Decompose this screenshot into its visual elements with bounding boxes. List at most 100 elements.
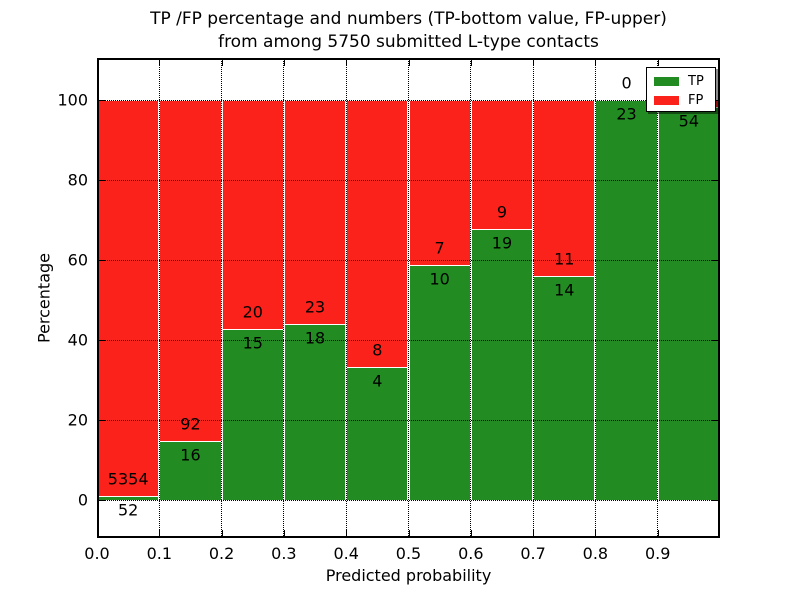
- x-tick-label: 0.7: [520, 544, 546, 563]
- y-tick-mark: [99, 100, 105, 101]
- gridline-vertical: [345, 58, 347, 538]
- bar-tp-segment: [346, 366, 409, 500]
- x-tick-mark: [470, 60, 472, 66]
- bar-fp-segment: [470, 100, 534, 229]
- x-tick-label: 0.0: [84, 544, 110, 563]
- gridline-vertical: [532, 58, 534, 538]
- x-tick-mark: [283, 60, 285, 66]
- y-tick-mark: [712, 500, 718, 501]
- x-tick-mark: [719, 60, 720, 66]
- y-tick-label: 20: [67, 410, 88, 430]
- x-tick-mark: [595, 60, 597, 66]
- gridline-vertical: [283, 58, 285, 538]
- tp-count-label: 54: [678, 111, 700, 131]
- bar-fp-segment: [533, 100, 596, 276]
- y-tick-mark: [712, 180, 718, 181]
- tp-count-label: 4: [372, 371, 383, 391]
- plot-area: 535452921620152318847109191114023154 TP …: [97, 58, 720, 538]
- gridline-vertical: [470, 58, 472, 538]
- bar-tp-segment: [470, 228, 534, 500]
- legend-row-tp: TP: [654, 74, 708, 88]
- gridline-horizontal: [97, 500, 720, 501]
- gridline-horizontal: [97, 180, 720, 181]
- x-tick-mark: [408, 530, 410, 536]
- gridline-horizontal: [97, 420, 720, 421]
- x-tick-mark: [346, 60, 348, 66]
- y-tick-label: 0: [77, 490, 88, 510]
- chart-title-line1: TP /FP percentage and numbers (TP-bottom…: [150, 9, 667, 29]
- gridline-vertical: [158, 58, 160, 538]
- bar-fp-segment: [408, 100, 471, 265]
- x-tick-mark: [533, 60, 535, 66]
- bar-tp-segment: [595, 100, 658, 500]
- tp-count-label: 19: [491, 233, 513, 253]
- bar-tp-segment: [408, 264, 471, 500]
- x-tick-mark: [408, 60, 410, 66]
- bar-fp-segment: [283, 100, 347, 325]
- x-tick-label: 0.9: [644, 544, 671, 563]
- tp-count-label: 16: [180, 445, 201, 465]
- x-tick-mark: [470, 530, 472, 536]
- bar-tp-segment: [159, 440, 222, 500]
- x-tick-mark: [221, 530, 223, 536]
- gridline-horizontal: [97, 340, 720, 341]
- y-tick-mark: [99, 420, 105, 421]
- x-tick-mark: [657, 60, 659, 66]
- x-tick-mark: [159, 60, 161, 66]
- fp-count-label: 7: [434, 238, 445, 258]
- x-tick-mark: [533, 530, 535, 536]
- bar-tp-segment: [283, 324, 347, 500]
- fp-count-label: 92: [180, 414, 201, 434]
- y-axis-title: Percentage: [34, 252, 54, 344]
- fp-count-label: 5354: [107, 469, 149, 489]
- bar-fp-segment: [221, 100, 284, 329]
- tp-count-label: 15: [242, 333, 263, 353]
- fp-count-label: 8: [372, 340, 383, 360]
- x-tick-mark: [283, 530, 285, 536]
- chart-title: TP /FP percentage and numbers (TP-bottom…: [97, 8, 720, 54]
- x-tick-mark: [221, 60, 223, 66]
- x-tick-mark: [97, 60, 98, 66]
- bar-fp-segment: [346, 100, 409, 367]
- x-tick-mark: [159, 530, 161, 536]
- tp-count-label: 23: [616, 104, 637, 124]
- y-tick-mark: [712, 260, 718, 261]
- tp-count-label: 10: [429, 269, 450, 289]
- y-tick-label: 60: [67, 250, 88, 270]
- bar-fp-segment: [97, 100, 160, 497]
- tp-count-label: 18: [304, 328, 326, 348]
- fp-count-label: 9: [496, 202, 508, 222]
- legend-swatch-tp-icon: [654, 76, 679, 86]
- gridline-vertical: [657, 58, 659, 538]
- gridline-vertical: [594, 58, 596, 538]
- fp-count-label: 11: [554, 249, 575, 269]
- y-tick-mark: [99, 260, 105, 261]
- y-tick-mark: [99, 340, 105, 341]
- y-tick-label: 80: [67, 170, 88, 190]
- x-tick-mark: [657, 530, 659, 536]
- tp-count-label: 14: [554, 280, 575, 300]
- x-tick-label: 0.6: [458, 544, 484, 563]
- x-tick-label: 0.8: [582, 544, 609, 563]
- y-tick-mark: [99, 180, 105, 181]
- gridline-vertical: [408, 58, 409, 538]
- bar-tp-segment: [657, 107, 720, 500]
- legend-swatch-fp-icon: [654, 95, 679, 105]
- x-tick-mark: [719, 530, 720, 536]
- y-tick-mark: [99, 500, 105, 501]
- bar-tp-segment: [221, 328, 284, 500]
- fp-count-label: 20: [242, 302, 263, 322]
- legend-label-tp: TP: [688, 73, 704, 89]
- fp-count-label: 23: [304, 297, 326, 317]
- legend: TP FP: [646, 67, 716, 112]
- x-tick-label: 0.5: [395, 544, 422, 563]
- y-tick-label: 40: [67, 330, 88, 350]
- gridline-vertical: [221, 58, 223, 538]
- bar-tp-segment: [533, 276, 596, 500]
- chart-title-line2: from among 5750 submitted L-type contact…: [218, 32, 599, 52]
- x-tick-label: 0.4: [333, 544, 359, 563]
- x-tick-label: 0.2: [208, 544, 235, 563]
- fp-count-label: 0: [621, 73, 632, 93]
- tp-count-label: 52: [117, 500, 139, 520]
